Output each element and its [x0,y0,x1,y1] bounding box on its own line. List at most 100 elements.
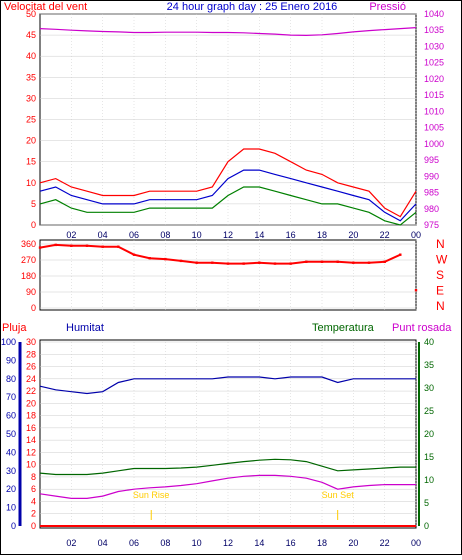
hour-tick-label: 16 [286,230,296,240]
pressure-tick-label: 985 [424,188,439,198]
pressure-tick-label: 1030 [424,41,444,51]
compass-label: W [436,253,448,267]
hour-tick-label: 12 [223,230,233,240]
hour-tick-label: 10 [192,230,202,240]
rain-title: Pluja [2,322,27,334]
humidity-line [39,376,416,395]
wind-tick-label: 40 [26,51,36,61]
direction-point [414,289,418,292]
rain-tick-label: 4 [31,496,36,506]
pressure-line [39,27,417,37]
humidity-tick-label: 80 [6,374,16,384]
pressure-tick-label: 995 [424,155,439,165]
rain-tick-label: 8 [31,472,36,482]
wind-tick-label: 10 [26,178,36,188]
direction-line [39,243,401,265]
rain-tick-label: 6 [31,484,36,494]
hour-tick-label: 08 [160,538,170,548]
wind-tick-label: 25 [26,115,36,125]
wind-avg-line [39,169,417,222]
wind-gust-line [39,148,417,218]
hour-tick-label: 06 [129,230,139,240]
hour-tick-label: 18 [317,230,327,240]
rain-tick-label: 10 [26,460,36,470]
hour-tick-label: 00 [411,538,421,548]
dewpoint-line [39,474,416,499]
rain-tick-label: 0 [31,521,36,531]
compass-label: S [436,268,444,282]
compass-label: N [436,237,445,251]
pressure-tick-label: 975 [424,220,439,230]
temperature-tick-label: 40 [424,337,434,347]
humidity-tick-label: 20 [6,484,16,494]
temperature-line [39,458,416,476]
temperature-tick-label: 10 [424,475,434,485]
rain-tick-label: 16 [26,423,36,433]
rain-tick-label: 12 [26,447,36,457]
humidity-tick-label: 70 [6,392,16,402]
hour-tick-label: 00 [411,230,421,240]
panel3-frame [39,339,417,529]
humidity-tick-label: 100 [1,337,16,347]
hour-tick-label: 14 [254,230,264,240]
rain-tick-label: 30 [26,337,36,347]
humidity-tick-label: 90 [6,355,16,365]
wind-tick-label: 35 [26,72,36,82]
hour-tick-label: 22 [380,538,390,548]
temperature-tick-label: 25 [424,406,434,416]
temperature-tick-label: 15 [424,452,434,462]
humidity-title: Humitat [66,322,104,334]
hour-tick-label: 12 [223,538,233,548]
hour-tick-label: 22 [380,230,390,240]
temperature-tick-label: 5 [424,498,429,508]
hour-tick-label: 18 [317,538,327,548]
hour-tick-label: 04 [98,230,108,240]
pressure-tick-label: 1005 [424,123,444,133]
wind-title: Velocitat del vent [4,1,87,13]
temperature-tick-label: 20 [424,429,434,439]
direction-tick-label: 360 [21,239,36,249]
pressure-tick-label: 980 [424,204,439,214]
temperature-title: Temperatura [312,322,375,334]
humidity-tick-label: 30 [6,466,16,476]
pressure-tick-label: 1040 [424,9,444,19]
rain-tick-label: 2 [31,509,36,519]
humidity-tick-label: 50 [6,429,16,439]
wind-tick-label: 0 [31,220,36,230]
hour-tick-label: 10 [192,538,202,548]
rain-tick-label: 22 [26,386,36,396]
humidity-tick-label: 40 [6,447,16,457]
compass-label: E [436,284,444,298]
hour-tick-label: 20 [348,230,358,240]
humidity-tick-label: 60 [6,411,16,421]
pressure-tick-label: 1000 [424,139,444,149]
chart-title: 24 hour graph day : 25 Enero 2016 [167,1,338,13]
sun-set-label: Sun Set [322,490,355,500]
direction-tick-label: 180 [21,271,36,281]
sun-rise-label: Sun Rise [133,490,170,500]
hour-tick-label: 14 [254,538,264,548]
pressure-tick-label: 1025 [424,58,444,68]
dewpoint-title: Punt rosada [392,322,452,334]
pressure-tick-label: 1020 [424,74,444,84]
compass-label: N [436,299,445,313]
temperature-tick-label: 30 [424,383,434,393]
pressure-tick-label: 1010 [424,106,444,116]
rain-tick-label: 20 [26,398,36,408]
pressure-tick-label: 1015 [424,90,444,100]
temperature-tick-label: 0 [424,521,429,531]
rain-tick-label: 18 [26,411,36,421]
wind-tick-label: 20 [26,136,36,146]
humidity-tick-label: 0 [11,521,16,531]
rain-tick-label: 14 [26,435,36,445]
pressure-tick-label: 1035 [424,25,444,35]
pressure-title: Pressió [369,1,406,13]
direction-tick-label: 0 [31,303,36,313]
hour-tick-label: 02 [66,230,76,240]
wind-tick-label: 50 [26,9,36,19]
rain-tick-label: 26 [26,362,36,372]
